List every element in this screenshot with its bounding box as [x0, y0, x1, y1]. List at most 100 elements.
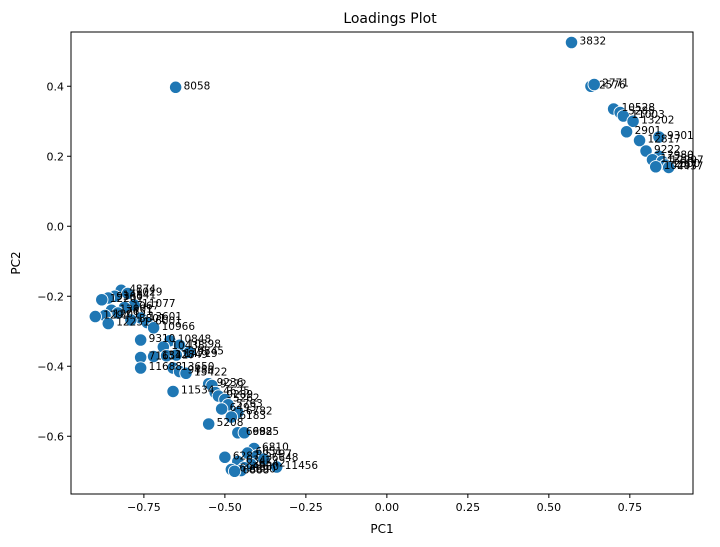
x-tick-label: −0.75 [127, 501, 161, 514]
data-point-label: 14719 [184, 348, 217, 360]
data-point [619, 125, 634, 139]
data-point-label: 13601 [149, 311, 182, 323]
y-tick-label: −0.4 [37, 360, 64, 373]
plot-frame [70, 31, 694, 495]
data-point [101, 316, 115, 331]
data-point-label: 11077 [142, 298, 175, 310]
data-point-label: 10848 [178, 334, 211, 346]
data-point-label: 13650 [181, 361, 214, 373]
y-tick-label: −0.6 [37, 430, 64, 443]
data-point-label: 6493 [230, 402, 257, 414]
data-point-label: 8058 [184, 80, 211, 92]
data-point-label: 6287 [233, 450, 260, 462]
data-point-label: 9301 [667, 130, 694, 142]
data-point-label: 10966 [162, 321, 196, 333]
data-point-label: 6001 [155, 316, 182, 328]
x-axis-ticks: −0.75 −0.50 −0.25 0.00 0.25 0.50 0.75 [127, 494, 642, 514]
data-point [202, 417, 216, 431]
data-point-label: 6782 [246, 405, 273, 417]
data-point [649, 160, 663, 174]
data-point-label: 7165 [149, 351, 176, 363]
data-point [652, 130, 666, 144]
data-point-label: 11534 [181, 384, 215, 396]
x-tick-label: 0.75 [618, 501, 643, 514]
data-point [124, 313, 138, 327]
data-point-label: 4874 [129, 283, 156, 295]
data-point [214, 402, 229, 416]
data-point-label: 9236 [217, 377, 244, 389]
data-point-label: 5797 [265, 449, 292, 461]
data-point [168, 80, 183, 94]
data-point-label: 13417 [162, 349, 195, 361]
data-point-label: 9380 [116, 291, 143, 303]
data-point-label: 10528 [622, 102, 655, 114]
data-point [146, 321, 161, 335]
data-point [257, 452, 271, 466]
y-axis-ticks: −0.6 −0.4 −0.2 0.0 0.2 0.4 [37, 80, 71, 443]
data-point [111, 306, 125, 320]
data-point-label: 6983 [239, 463, 266, 475]
y-tick-label: −0.2 [37, 290, 64, 303]
data-point-label: 13422 [194, 366, 227, 378]
data-point-label: 1294 [103, 310, 130, 322]
data-point-label: 2800 [673, 158, 700, 170]
data-point-label: 6183 [239, 410, 266, 422]
data-point-label: 12849 [175, 349, 208, 361]
y-axis-label: PC2 [9, 251, 23, 274]
data-point-label: 10398 [188, 338, 221, 350]
x-tick-label: −0.25 [289, 501, 323, 514]
data-point-label: 6810 [262, 442, 289, 454]
data-point-label: 11258 [661, 153, 694, 165]
data-point-label: 1067 [132, 300, 159, 312]
data-point-label: 14841 [123, 289, 156, 301]
data-point-label: 10297 [664, 160, 697, 172]
data-point [179, 366, 193, 380]
chart-title: Loadings Plot [343, 11, 437, 27]
data-point-label: 6985 [252, 426, 279, 438]
data-point-label: 4625 [223, 386, 250, 398]
data-point-label: 6342 [246, 454, 273, 466]
data-point [218, 450, 232, 464]
data-point-label: 10438 [171, 340, 204, 352]
data-point-label: 2980 [667, 149, 694, 161]
data-point-label: 6690 [249, 464, 276, 476]
data-point-label: 12231 [116, 317, 149, 329]
data-point-label: 6648 [272, 452, 299, 464]
data-point [237, 426, 251, 440]
data-point-label: 1029 [136, 286, 163, 298]
data-point-label: 2576 [599, 79, 626, 91]
data-point-label: 9310 [149, 333, 176, 345]
x-tick-label: −0.50 [208, 501, 242, 514]
data-point [121, 286, 135, 301]
data-point-label: 5262 [233, 393, 260, 405]
data-point-label: 6982 [246, 426, 273, 438]
data-point-label: 12817 [648, 134, 681, 146]
data-point-label: 2901 [635, 125, 662, 137]
data-point-label: 6651 [256, 446, 283, 458]
data-point-label: 11003 [631, 109, 664, 121]
data-point-label: 7651 [126, 306, 153, 318]
data-point [632, 133, 647, 148]
data-point [134, 333, 148, 347]
data-point-label: 9480 [188, 365, 215, 377]
x-tick-label: 0.25 [456, 501, 481, 514]
data-point-label: 9222 [654, 144, 681, 156]
data-point-label: 5285 [628, 106, 655, 118]
data-point-label: 1201 [113, 309, 140, 321]
y-tick-label: 0.0 [47, 220, 65, 233]
data-point-label: 8801 [139, 313, 166, 325]
data-point-label: 4880 [252, 461, 279, 473]
data-point [587, 77, 601, 92]
data-point-label: 5208 [217, 417, 244, 429]
data-point [182, 345, 196, 359]
data-point-label: 9272 [220, 379, 247, 391]
data-point [88, 309, 102, 324]
data-point-label: 4437 [677, 160, 704, 172]
data-point-label: 9289 [226, 389, 253, 401]
data-point-label: 11688 [149, 361, 182, 373]
data-point-label: 9845 [197, 345, 224, 357]
data-point-label: 3832 [580, 36, 607, 48]
data-point-label: 13901 [119, 303, 152, 315]
